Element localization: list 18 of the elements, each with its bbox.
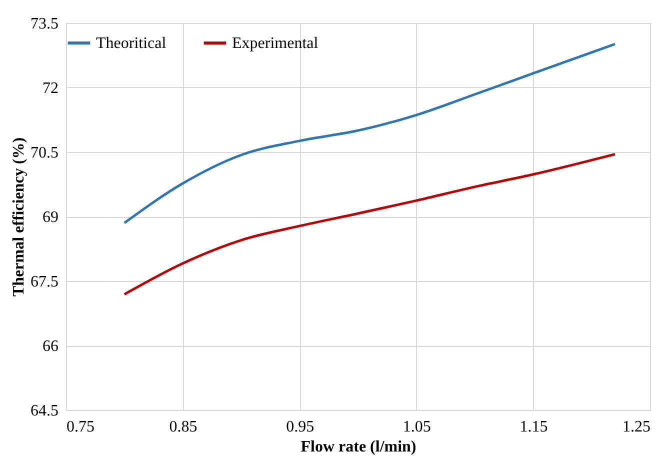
legend-label: Theoritical xyxy=(96,35,167,52)
legend-label: Experimental xyxy=(232,35,319,52)
y-tick-label: 70.5 xyxy=(30,144,58,162)
y-tick-label: 67.5 xyxy=(30,274,58,290)
y-tick-label: 73.5 xyxy=(30,16,58,32)
x-axis-title: Flow rate (l/min) xyxy=(300,438,416,456)
y-tick-label: 69 xyxy=(42,209,58,226)
x-tick-label: 1.05 xyxy=(402,418,431,436)
x-tick-label: 0.85 xyxy=(169,418,198,436)
y-tick-label: 66 xyxy=(42,338,58,355)
y-tick-label: 72 xyxy=(42,80,58,97)
x-tick-label: 1.25 xyxy=(622,418,650,436)
x-tick-label: 0.95 xyxy=(286,418,314,436)
line-series xyxy=(123,152,616,296)
x-tick-label: 1.15 xyxy=(520,418,548,436)
y-tick-label: 64.5 xyxy=(30,402,58,420)
y-axis-title: Thermal efficiency (%) xyxy=(10,137,28,297)
x-tick-label: 0.75 xyxy=(66,418,94,436)
